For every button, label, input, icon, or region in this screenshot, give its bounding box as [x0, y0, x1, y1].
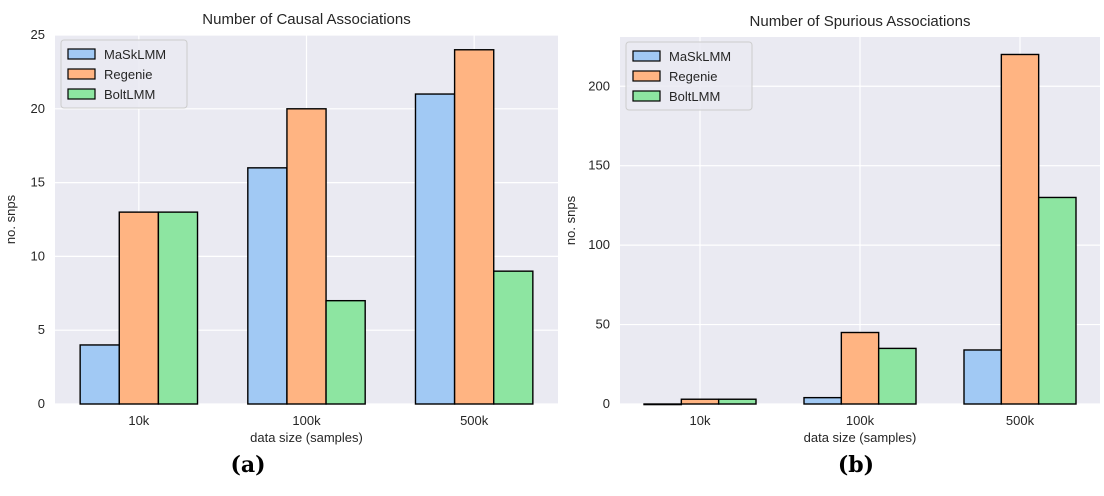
chart2-legend-label-boltlmm: BoltLMM	[669, 89, 720, 104]
chart1-legend-label-masklmm: MaSkLMM	[104, 47, 166, 62]
chart2-bar-boltlmm-100k	[877, 347, 917, 405]
chart2-y-axis-label: no. snps	[563, 195, 578, 245]
chart2-bar-masklmm-100k	[803, 396, 843, 405]
chart1-ytick-label: 5	[38, 322, 45, 337]
chart2-bar-masklmm-500k	[963, 349, 1003, 405]
panel-a-caption: (a)	[230, 452, 266, 478]
chart1-legend-swatch-boltlmm	[67, 88, 96, 100]
chart1-xtick-label: 500k	[460, 413, 489, 428]
chart1-legend-swatch-masklmm	[67, 48, 96, 60]
chart2-xtick-label: 10k	[690, 413, 711, 428]
chart2-legend-swatch-regenie	[632, 70, 661, 82]
chart1-legend: MaSkLMM Regenie BoltLMM	[60, 39, 188, 109]
chart1-bar-regenie-10k	[118, 211, 160, 405]
chart2-bar-regenie-500k	[1000, 53, 1040, 405]
chart2-bar-regenie-10k	[680, 398, 720, 405]
chart1-bar-boltlmm-100k	[325, 299, 366, 405]
chart2-bar-regenie-100k	[840, 331, 880, 405]
chart2-bar-boltlmm-10k	[717, 398, 757, 405]
chart1-ytick-label: 20	[31, 101, 45, 116]
chart2-legend: MaSkLMM Regenie BoltLMM	[625, 41, 753, 111]
chart2-bar-masklmm-10k	[643, 403, 683, 406]
chart1-ytick-label: 15	[31, 175, 45, 190]
chart2-ytick-label: 100	[588, 237, 610, 252]
chart1-ytick-label: 0	[38, 396, 45, 411]
chart1-x-axis-label: data size (samples)	[250, 430, 363, 445]
chart2-legend-swatch-boltlmm	[632, 90, 661, 102]
chart1-legend-label-boltlmm: BoltLMM	[104, 87, 155, 102]
chart1-bar-masklmm-500k	[414, 93, 456, 405]
chart1-ytick-label: 10	[31, 248, 45, 263]
chart1-bar-regenie-100k	[286, 108, 327, 405]
chart1-bar-boltlmm-10k	[157, 211, 199, 405]
chart2-ytick-label: 150	[588, 158, 610, 173]
chart2-legend-label-regenie: Regenie	[669, 69, 717, 84]
chart2-legend-swatch-masklmm	[632, 50, 661, 62]
chart2: 0 50 100 150 200 10k 100k 500k data size (sample…	[563, 13, 1100, 445]
chart1-bar-boltlmm-500k	[493, 270, 534, 405]
chart1-bar-masklmm-100k	[247, 167, 288, 405]
chart1-xtick-label: 10k	[128, 413, 149, 428]
chart2-bar-boltlmm-500k	[1037, 196, 1077, 405]
chart1-bar-masklmm-10k	[79, 344, 120, 405]
chart2-ytick-label: 0	[603, 396, 610, 411]
chart2-x-axis-label: data size (samples)	[804, 430, 917, 445]
chart2-legend-label-masklmm: MaSkLMM	[669, 49, 731, 64]
chart1-legend-label-regenie: Regenie	[104, 67, 152, 82]
chart1-y-axis-label: no. snps	[3, 194, 18, 244]
panel-b-caption: (b)	[837, 452, 875, 478]
chart2-xtick-label: 100k	[846, 413, 875, 428]
chart1: 0 5 10 15 20 25 10k 100k 500k data size (samples)…	[3, 11, 558, 445]
chart1-legend-swatch-regenie	[67, 68, 96, 80]
chart2-title: Number of Spurious Associations	[750, 13, 971, 30]
chart1-bar-regenie-500k	[453, 49, 495, 405]
chart2-xtick-label: 500k	[1006, 413, 1035, 428]
chart1-xtick-label: 100k	[292, 413, 321, 428]
figure: 0 5 10 15 20 25 10k 100k 500k data size (samples)…	[3, 11, 1100, 445]
chart1-ytick-label: 25	[31, 27, 45, 42]
chart2-ytick-label: 50	[596, 317, 610, 332]
chart2-ytick-label: 200	[588, 78, 610, 93]
chart1-title: Number of Causal Associations	[202, 11, 410, 28]
